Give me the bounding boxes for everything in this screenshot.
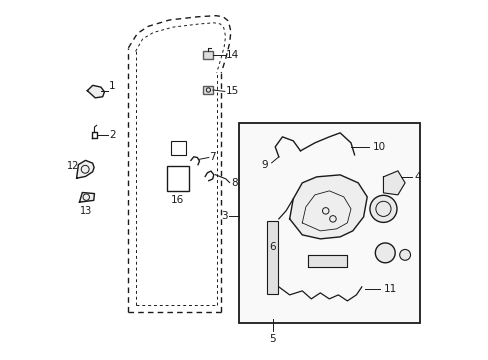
Polygon shape [266,221,277,294]
Circle shape [375,243,394,263]
Polygon shape [80,193,94,202]
Bar [171,141,185,155]
Text: 15: 15 [225,86,238,96]
Text: 1: 1 [108,81,115,91]
Bar [239,123,419,323]
Text: 7: 7 [209,152,216,162]
Text: 3: 3 [221,211,227,221]
Text: 4: 4 [413,172,420,182]
Bar [203,51,213,59]
Polygon shape [77,160,94,178]
Text: 16: 16 [171,195,184,205]
Text: 8: 8 [230,177,237,188]
Bar [203,86,213,94]
Polygon shape [289,175,366,239]
Text: 2: 2 [108,130,115,140]
Circle shape [369,195,396,222]
Bar [166,166,188,191]
Text: 12: 12 [67,161,80,171]
Polygon shape [383,171,404,195]
Text: 11: 11 [383,284,396,294]
Text: 9: 9 [261,160,267,170]
Bar [239,123,419,323]
Text: 13: 13 [80,206,92,216]
Polygon shape [307,255,346,267]
Text: 14: 14 [225,50,238,60]
Text: 5: 5 [269,334,275,344]
Text: 6: 6 [269,242,275,252]
Text: 10: 10 [372,142,385,152]
Circle shape [399,249,410,260]
Polygon shape [87,85,104,98]
